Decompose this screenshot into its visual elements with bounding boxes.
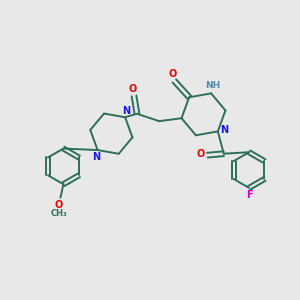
Text: O: O — [55, 200, 63, 210]
Text: F: F — [246, 190, 252, 200]
Text: CH₃: CH₃ — [51, 209, 67, 218]
Text: O: O — [169, 69, 177, 80]
Text: N: N — [92, 152, 100, 162]
Text: N: N — [220, 125, 228, 135]
Text: NH: NH — [205, 82, 220, 91]
Text: N: N — [122, 106, 131, 116]
Text: O: O — [128, 84, 136, 94]
Text: O: O — [197, 149, 205, 159]
